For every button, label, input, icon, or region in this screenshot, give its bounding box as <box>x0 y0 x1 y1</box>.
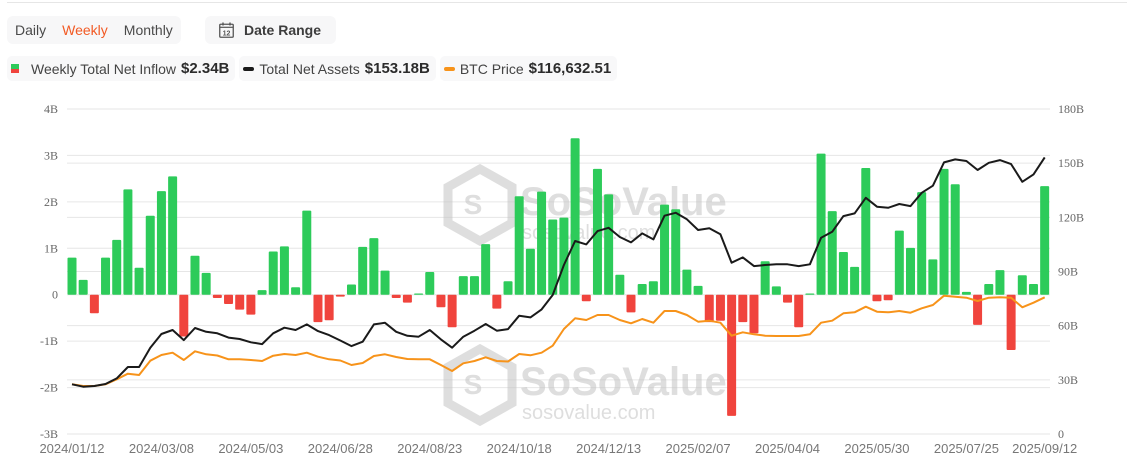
chart-legend: Weekly Total Net Inflow $2.34B Total Net… <box>7 56 621 81</box>
svg-text:12: 12 <box>223 31 231 38</box>
legend-weekly-net-inflow[interactable]: Weekly Total Net Inflow $2.34B <box>7 56 236 81</box>
svg-text:2024/10/18: 2024/10/18 <box>487 441 552 456</box>
chart-gridlines <box>67 108 1050 435</box>
bar-swatch-icon <box>11 64 19 73</box>
date-range-label: Date Range <box>244 22 322 38</box>
legend-value: $116,632.51 <box>528 60 612 77</box>
legend-value: $153.18B <box>364 60 430 77</box>
svg-text:2024/12/13: 2024/12/13 <box>576 441 641 456</box>
svg-text:2024/01/12: 2024/01/12 <box>39 441 104 456</box>
svg-text:2025/02/07: 2025/02/07 <box>666 441 731 456</box>
date-range-button[interactable]: 12 Date Range <box>205 16 337 44</box>
top-divider <box>7 2 1127 3</box>
period-selector: Daily Weekly Monthly <box>7 16 181 44</box>
svg-text:2025/05/30: 2025/05/30 <box>844 441 909 456</box>
svg-text:2024/03/08: 2024/03/08 <box>129 441 194 456</box>
svg-text:2024/08/23: 2024/08/23 <box>397 441 462 456</box>
svg-text:-1B: -1B <box>40 334 58 348</box>
svg-text:0: 0 <box>52 288 58 302</box>
svg-text:-2B: -2B <box>40 381 58 395</box>
svg-text:30B: 30B <box>1058 373 1078 387</box>
svg-text:3B: 3B <box>44 148 58 162</box>
legend-total-net-assets[interactable]: Total Net Assets $153.18B <box>239 56 436 81</box>
svg-text:2025/04/04: 2025/04/04 <box>755 441 820 456</box>
y-axis-right: 180B 150B 120B 90B 60B 30B 0 <box>1058 102 1084 441</box>
svg-text:1B: 1B <box>44 241 58 255</box>
svg-text:180B: 180B <box>1058 102 1084 116</box>
svg-text:SoSoValue: SoSoValue <box>520 180 727 224</box>
btc-price-line <box>71 294 1046 387</box>
svg-text:60B: 60B <box>1058 319 1078 333</box>
x-axis: 2024/01/12 2024/03/08 2024/05/03 2024/06/28… <box>39 441 1077 456</box>
svg-text:S: S <box>464 369 483 400</box>
svg-text:-3B: -3B <box>40 427 58 441</box>
legend-label: Weekly Total Net Inflow <box>31 60 176 77</box>
line-swatch-icon <box>443 66 455 71</box>
svg-text:90B: 90B <box>1058 265 1078 279</box>
svg-text:SoSoValue: SoSoValue <box>520 360 727 404</box>
legend-label: BTC Price <box>459 60 524 77</box>
legend-label: Total Net Assets <box>259 60 360 77</box>
svg-text:150B: 150B <box>1058 156 1084 170</box>
svg-text:2025/09/12: 2025/09/12 <box>1012 441 1077 456</box>
period-monthly-button[interactable]: Monthly <box>123 22 173 38</box>
svg-text:2024/05/03: 2024/05/03 <box>218 441 283 456</box>
total-net-assets-line <box>71 156 1046 388</box>
calendar-icon: 12 <box>219 22 234 38</box>
svg-text:0: 0 <box>1058 427 1064 441</box>
legend-btc-price[interactable]: BTC Price $116,632.51 <box>439 56 618 81</box>
y-axis-left: 4B 3B 2B 1B 0 -1B -2B -3B <box>40 102 58 441</box>
legend-value: $2.34B <box>181 60 230 77</box>
line-swatch-icon <box>243 66 255 71</box>
svg-text:2024/06/28: 2024/06/28 <box>308 441 373 456</box>
svg-text:S: S <box>464 189 483 220</box>
svg-text:120B: 120B <box>1058 210 1084 224</box>
svg-text:sosovalue.com: sosovalue.com <box>522 402 655 424</box>
svg-text:4B: 4B <box>44 102 58 116</box>
svg-text:2025/07/25: 2025/07/25 <box>934 441 999 456</box>
period-weekly-button[interactable]: Weekly <box>62 22 108 38</box>
period-daily-button[interactable]: Daily <box>15 22 47 38</box>
svg-text:2B: 2B <box>44 195 58 209</box>
